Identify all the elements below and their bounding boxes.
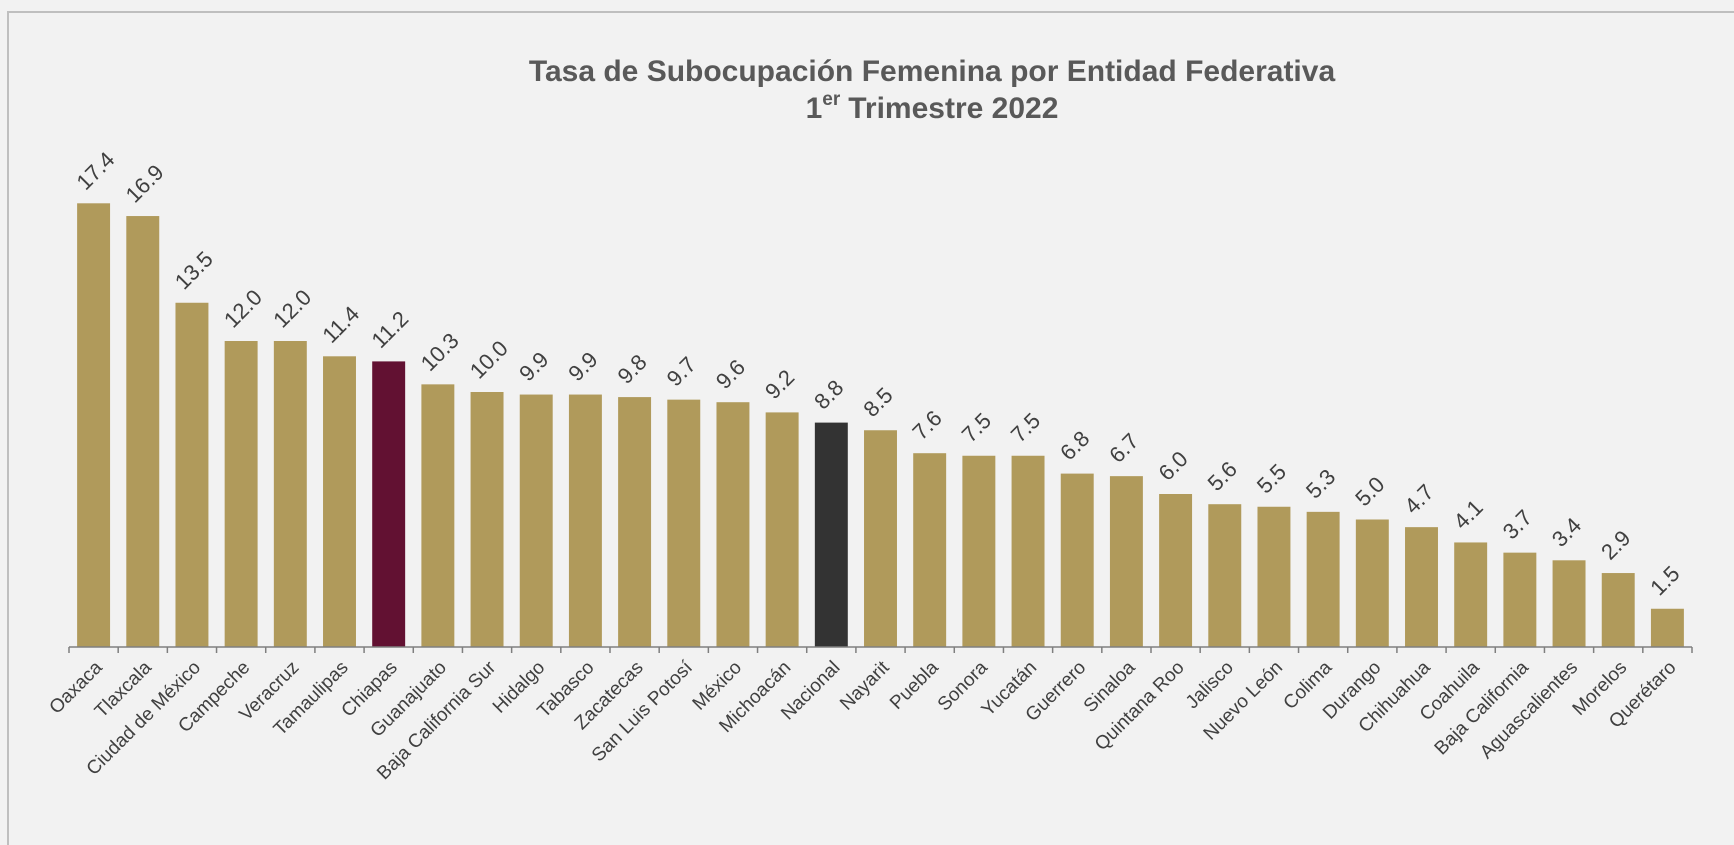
subtitle-text: Trimestre 2022 xyxy=(848,92,1058,125)
bar xyxy=(1306,511,1340,647)
subtitle-number: 1 xyxy=(806,92,823,125)
bar xyxy=(1454,542,1488,647)
bar xyxy=(1650,608,1684,647)
bar xyxy=(765,412,799,647)
subtitle-superscript: er xyxy=(822,89,841,110)
chart-title: Tasa de Subocupación Femenina por Entida… xyxy=(529,55,1336,88)
bar xyxy=(126,216,160,648)
bar xyxy=(372,361,406,647)
bar xyxy=(814,422,848,647)
bar xyxy=(1601,573,1635,647)
bar xyxy=(1109,476,1143,647)
bar xyxy=(667,399,701,647)
bar xyxy=(77,203,111,648)
bar xyxy=(1159,494,1193,647)
bar xyxy=(1552,560,1586,647)
bar xyxy=(224,341,258,647)
bar xyxy=(470,392,504,647)
chart-subtitle: 1er Trimestre 2022 xyxy=(806,89,1059,125)
bar xyxy=(1257,506,1291,647)
bar xyxy=(568,394,602,647)
bar xyxy=(618,397,652,647)
bar xyxy=(913,453,947,647)
bar xyxy=(1060,473,1094,647)
bar xyxy=(1405,527,1438,647)
bar xyxy=(421,384,455,647)
bar xyxy=(175,302,209,647)
bar xyxy=(1011,455,1045,647)
bar xyxy=(273,341,307,647)
bar xyxy=(1355,519,1389,647)
bar xyxy=(323,356,356,647)
bar xyxy=(716,402,750,647)
bar xyxy=(962,455,996,647)
bar xyxy=(1503,552,1537,647)
bar xyxy=(519,394,553,647)
bar xyxy=(1208,504,1242,647)
bar xyxy=(864,430,897,647)
